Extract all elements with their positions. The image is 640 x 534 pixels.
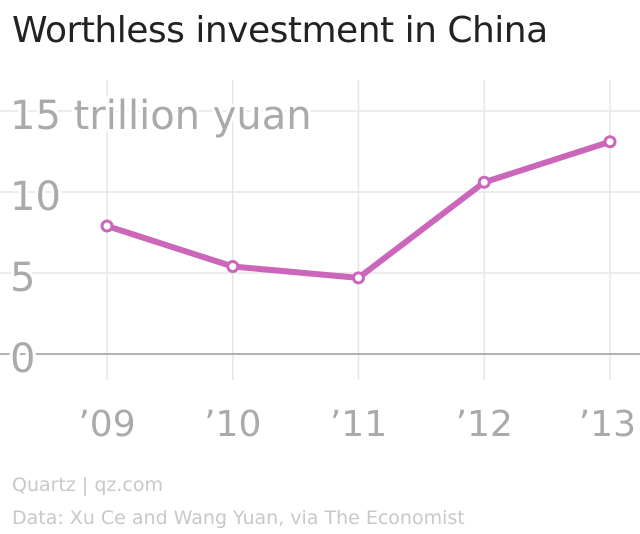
- y-tick-label: 15 trillion yuan: [10, 93, 312, 139]
- data-point: [226, 260, 240, 274]
- data-credit: Data: Xu Ce and Wang Yuan, via The Econo…: [12, 507, 465, 529]
- x-tick-label: ’12: [456, 404, 513, 445]
- y-tick-label: 10: [10, 174, 61, 220]
- x-tick-label: ’09: [78, 404, 135, 445]
- y-tick-label: 5: [10, 255, 35, 301]
- data-point: [477, 175, 491, 189]
- data-point: [603, 135, 617, 149]
- x-tick-label: ’13: [579, 404, 636, 445]
- y-tick-label: 0: [10, 336, 35, 382]
- x-tick-label: ’10: [204, 404, 261, 445]
- source-label: Quartz | qz.com: [12, 474, 164, 496]
- chart-title: Worthless investment in China: [12, 10, 548, 51]
- data-point: [100, 219, 114, 233]
- data-point: [352, 271, 365, 285]
- x-tick-label: ’11: [330, 404, 387, 445]
